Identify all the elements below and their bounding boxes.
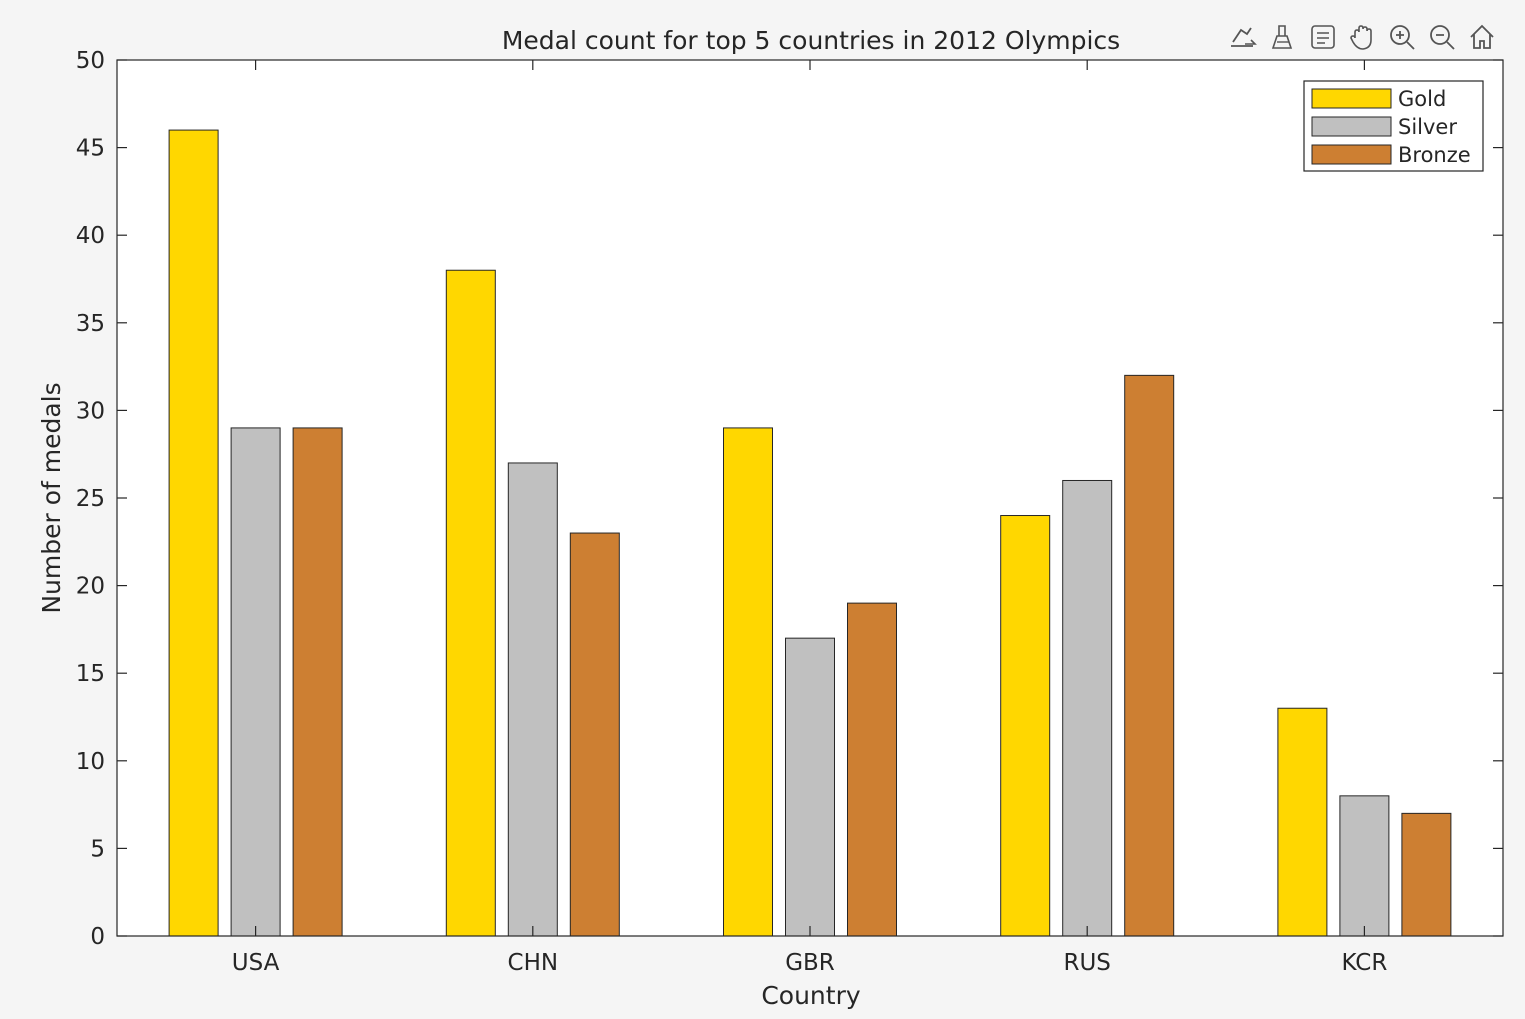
y-tick-label: 40: [76, 223, 105, 249]
legend-label: Silver: [1398, 115, 1457, 139]
y-tick-label: 20: [76, 574, 105, 600]
y-tick-label: 45: [76, 136, 105, 162]
y-tick-label: 35: [76, 311, 105, 337]
x-tick-label: USA: [232, 950, 280, 976]
x-tick-label: CHN: [508, 950, 559, 976]
legend-item-gold[interactable]: Gold: [1311, 87, 1446, 111]
home-icon: [1470, 24, 1494, 49]
y-axis-label: Number of medals: [37, 382, 66, 613]
bar-silver-usa[interactable]: [230, 427, 281, 937]
bar-bronze-usa[interactable]: [292, 427, 343, 937]
bar-gold-gbr[interactable]: [723, 427, 773, 937]
y-tick-label: 10: [76, 749, 105, 775]
bar-silver-rus[interactable]: [1062, 479, 1113, 937]
pan-hand-button[interactable]: [1347, 22, 1379, 54]
legend-swatch-silver: [1311, 116, 1392, 137]
chart-title: Medal count for top 5 countries in 2012 …: [502, 26, 1120, 55]
bar-bronze-kcr[interactable]: [1401, 812, 1452, 937]
zoom-in-button[interactable]: [1387, 22, 1419, 54]
bars-group: [168, 129, 1452, 937]
legend-swatch-gold: [1311, 88, 1392, 109]
brush-button[interactable]: [1267, 22, 1299, 54]
bar-silver-chn[interactable]: [507, 462, 558, 937]
bar-gold-kcr[interactable]: [1277, 707, 1328, 937]
axes-box: [116, 59, 1504, 937]
zoom-out-icon: [1430, 25, 1455, 50]
pan-hand-icon: [1350, 25, 1372, 50]
y-tick-label: 30: [76, 398, 105, 424]
bar-gold-usa[interactable]: [168, 129, 219, 937]
data-tips-button[interactable]: [1307, 22, 1339, 54]
legend-item-silver[interactable]: Silver: [1311, 115, 1457, 139]
export-icon: [1231, 27, 1257, 47]
bar-bronze-chn[interactable]: [569, 532, 620, 937]
legend-item-bronze[interactable]: Bronze: [1311, 143, 1471, 167]
export-button[interactable]: [1227, 22, 1259, 54]
bar-bronze-gbr[interactable]: [847, 602, 897, 937]
y-tick-label: 5: [90, 836, 105, 862]
bar-silver-gbr[interactable]: [785, 637, 835, 937]
legend-label: Bronze: [1398, 143, 1471, 167]
data-tips-icon: [1311, 25, 1335, 49]
legend-label: Gold: [1398, 87, 1446, 111]
brush-icon: [1271, 25, 1293, 49]
zoom-in-icon: [1390, 25, 1415, 50]
zoom-out-button[interactable]: [1427, 22, 1459, 54]
bar-gold-chn[interactable]: [445, 269, 496, 937]
y-tick-label: 25: [76, 486, 105, 512]
legend-swatch-bronze: [1311, 144, 1392, 165]
axes-toolbar: [1227, 22, 1499, 54]
x-axis-label: Country: [761, 981, 861, 1010]
legend[interactable]: Gold Silver Bronze: [1303, 80, 1484, 172]
bar-silver-kcr[interactable]: [1339, 795, 1390, 937]
bar-gold-rus[interactable]: [1000, 515, 1051, 937]
y-tick-label: 0: [90, 924, 105, 950]
x-tick-label: RUS: [1063, 950, 1110, 976]
x-tick-label: GBR: [785, 950, 835, 976]
home-button[interactable]: [1467, 22, 1499, 54]
x-tick-label: KCR: [1341, 950, 1387, 976]
bar-bronze-rus[interactable]: [1124, 374, 1175, 937]
y-tick-label: 50: [76, 48, 105, 74]
y-tick-label: 15: [76, 661, 105, 687]
